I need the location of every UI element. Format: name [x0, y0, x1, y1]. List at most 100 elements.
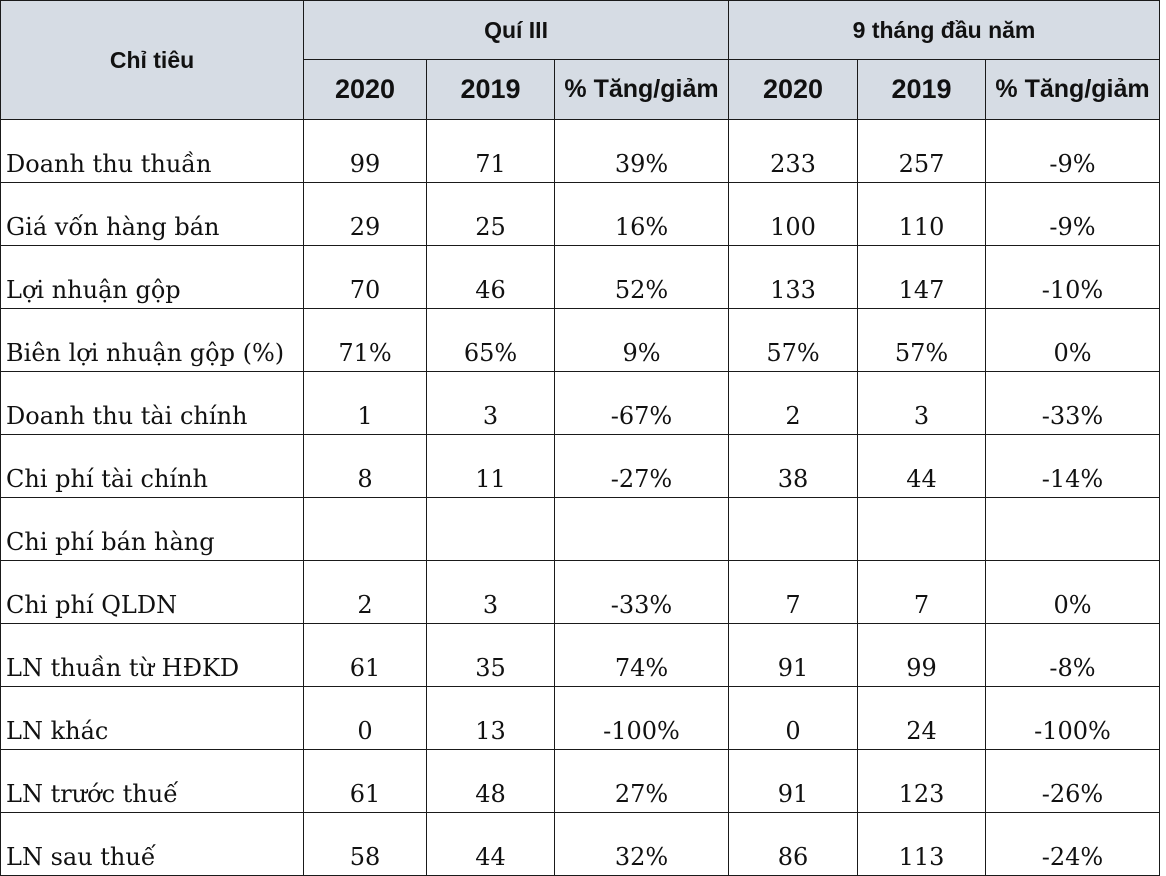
table-cell	[553, 497, 730, 561]
table-cell: 86	[728, 812, 859, 876]
table-row: Chi phí bán hàng	[0, 497, 1161, 561]
table-cell: -26%	[985, 749, 1161, 813]
table-cell: 38	[728, 434, 859, 498]
header-q3-2020: 2020	[303, 59, 427, 120]
header-label-cell: Chỉ tiêu	[0, 0, 304, 120]
table-cell: 39%	[553, 119, 730, 183]
table-cell: -14%	[985, 434, 1161, 498]
table-row: LN sau thuế 58 44 32% 86 113 -24%	[0, 812, 1161, 876]
table-cell: 3	[426, 371, 555, 435]
table-cell: 113	[857, 812, 987, 876]
row-label: LN trước thuế	[0, 749, 304, 813]
table-cell: 99	[303, 119, 427, 183]
table-cell: 16%	[553, 182, 730, 246]
table-cell: 57%	[728, 308, 859, 372]
table-cell: 65%	[426, 308, 555, 372]
table-row: Doanh thu tài chính 1 3 -67% 2 3 -33%	[0, 371, 1161, 435]
table-cell: 13	[426, 686, 555, 750]
row-label: LN thuần từ HĐKD	[0, 623, 304, 687]
table-cell: 48	[426, 749, 555, 813]
table-cell: 0%	[985, 560, 1161, 624]
header-9m-change: % Tăng/giảm	[985, 59, 1161, 120]
row-label: Chi phí QLDN	[0, 560, 304, 624]
table-cell: 3	[857, 371, 987, 435]
table-row: Biên lợi nhuận gộp (%) 71% 65% 9% 57% 57% 0%	[0, 308, 1161, 372]
row-label: Doanh thu thuần	[0, 119, 304, 183]
table-cell: 0	[728, 686, 859, 750]
table-cell: 25	[426, 182, 555, 246]
table-cell: 24	[857, 686, 987, 750]
table-cell: 11	[426, 434, 555, 498]
table-cell: -27%	[553, 434, 730, 498]
table-cell: -8%	[985, 623, 1161, 687]
table-cell: 257	[857, 119, 987, 183]
row-label: Chi phí bán hàng	[0, 497, 304, 561]
row-label: Lợi nhuận gộp	[0, 245, 304, 309]
table-cell: 71	[426, 119, 555, 183]
table-cell: 32%	[553, 812, 730, 876]
table-row: Doanh thu thuần 99 71 39% 233 257 -9%	[0, 119, 1161, 183]
table-cell: 58	[303, 812, 427, 876]
table-row: LN thuần từ HĐKD 61 35 74% 91 99 -8%	[0, 623, 1161, 687]
table-row: LN trước thuế 61 48 27% 91 123 -26%	[0, 749, 1161, 813]
table-row: Lợi nhuận gộp 70 46 52% 133 147 -10%	[0, 245, 1161, 309]
header-row-groups: Chỉ tiêu Quí III 9 tháng đầu năm	[0, 0, 1161, 120]
row-label: Chi phí tài chính	[0, 434, 304, 498]
table-cell: 0%	[985, 308, 1161, 372]
table-cell: 147	[857, 245, 987, 309]
table-cell: 71%	[303, 308, 427, 372]
table-cell: 35	[426, 623, 555, 687]
table-row: Chi phí QLDN 2 3 -33% 7 7 0%	[0, 560, 1161, 624]
table-cell: 91	[728, 623, 859, 687]
table-cell: 0	[303, 686, 427, 750]
table-header: Chỉ tiêu Quí III 9 tháng đầu năm 2020 20…	[0, 0, 1161, 120]
row-label: LN sau thuế	[0, 812, 304, 876]
table-body: Doanh thu thuần 99 71 39% 233 257 -9% Giá vốn h…	[0, 119, 1161, 876]
table-cell: 2	[303, 560, 427, 624]
table-cell: 100	[728, 182, 859, 246]
table-cell: 7	[857, 560, 987, 624]
header-group-9months: 9 tháng đầu năm	[728, 0, 1161, 60]
table-cell: 99	[857, 623, 987, 687]
table-row: Chi phí tài chính 8 11 -27% 38 44 -14%	[0, 434, 1161, 498]
table-cell: -9%	[985, 182, 1161, 246]
table-cell: 44	[857, 434, 987, 498]
table-cell: 44	[426, 812, 555, 876]
table-cell	[985, 497, 1161, 561]
table-cell: 110	[857, 182, 987, 246]
table-cell: 46	[426, 245, 555, 309]
table-cell: -33%	[553, 560, 730, 624]
row-label: Biên lợi nhuận gộp (%)	[0, 308, 304, 372]
table-cell	[303, 497, 427, 561]
table-cell: 57%	[857, 308, 987, 372]
table-cell: 123	[857, 749, 987, 813]
table-cell: 61	[303, 749, 427, 813]
header-row-subcolumns: 2020 2019 % Tăng/giảm 2020 2019 % Tăng/g…	[1, 59, 1161, 120]
table-cell: -24%	[985, 812, 1161, 876]
table-cell: -33%	[985, 371, 1161, 435]
table-cell: 3	[426, 560, 555, 624]
table-cell: 1	[303, 371, 427, 435]
table-cell: 29	[303, 182, 427, 246]
table-cell: 9%	[553, 308, 730, 372]
header-group-q3: Quí III	[302, 0, 730, 60]
table-cell: 8	[303, 434, 427, 498]
table-cell	[857, 497, 987, 561]
table-cell: -100%	[985, 686, 1161, 750]
table-cell: -9%	[985, 119, 1161, 183]
table-cell: 74%	[553, 623, 730, 687]
row-label: Doanh thu tài chính	[0, 371, 304, 435]
table-cell: -67%	[553, 371, 730, 435]
table-cell: 70	[303, 245, 427, 309]
table-cell: -100%	[553, 686, 730, 750]
row-label: Giá vốn hàng bán	[0, 182, 304, 246]
table-cell: 61	[303, 623, 427, 687]
header-q3-change: % Tăng/giảm	[553, 59, 730, 120]
header-9m-2020: 2020	[728, 59, 859, 120]
table-cell	[728, 497, 859, 561]
table-cell: 133	[728, 245, 859, 309]
table-cell: 7	[728, 560, 859, 624]
header-q3-2019: 2019	[426, 59, 555, 120]
table-cell: 52%	[553, 245, 730, 309]
